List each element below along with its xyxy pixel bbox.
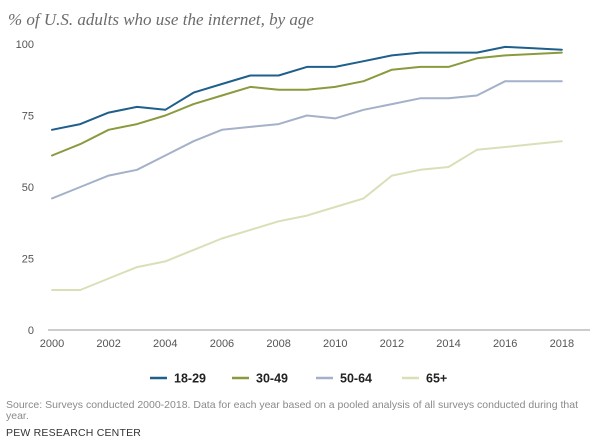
x-tick-label: 2008: [266, 338, 290, 350]
legend-label: 18-29: [174, 372, 206, 386]
x-axis-ticks: 2000 2002 2004 2006 2008 2010 2012 2014 2016 2018: [40, 338, 574, 350]
y-axis-ticks: 0 25 50 75 100: [16, 39, 34, 337]
x-tick-label: 2014: [436, 338, 460, 350]
y-tick-label: 75: [22, 111, 34, 123]
y-tick-label: 50: [22, 182, 34, 194]
series-lines: [51, 45, 563, 291]
legend-label: 30-49: [256, 372, 288, 386]
x-tick-label: 2004: [153, 338, 177, 350]
y-tick-label: 100: [16, 39, 34, 51]
x-tick-label: 2006: [210, 338, 234, 350]
brand-label: PEW RESEARCH CENTER: [6, 427, 142, 439]
legend: 18-29 30-49 50-64 65+: [150, 372, 447, 386]
source-note: Source: Surveys conducted 2000-2018. Dat…: [6, 399, 579, 422]
x-tick-label: 2018: [550, 338, 574, 350]
y-tick-label: 0: [28, 325, 34, 337]
series-line-65plus: [51, 140, 563, 291]
x-tick-label: 2000: [40, 338, 64, 350]
series-line-18-29: [51, 45, 563, 131]
legend-label: 65+: [426, 372, 447, 386]
y-tick-label: 25: [22, 254, 34, 266]
chart-title: % of U.S. adults who use the internet, b…: [8, 10, 314, 29]
series-line-30-49: [51, 51, 563, 157]
x-tick-label: 2002: [96, 338, 120, 350]
x-tick-label: 2012: [380, 338, 404, 350]
x-tick-label: 2010: [323, 338, 347, 350]
x-tick-label: 2016: [493, 338, 517, 350]
legend-label: 50-64: [340, 372, 372, 386]
series-line-50-64: [51, 80, 563, 200]
